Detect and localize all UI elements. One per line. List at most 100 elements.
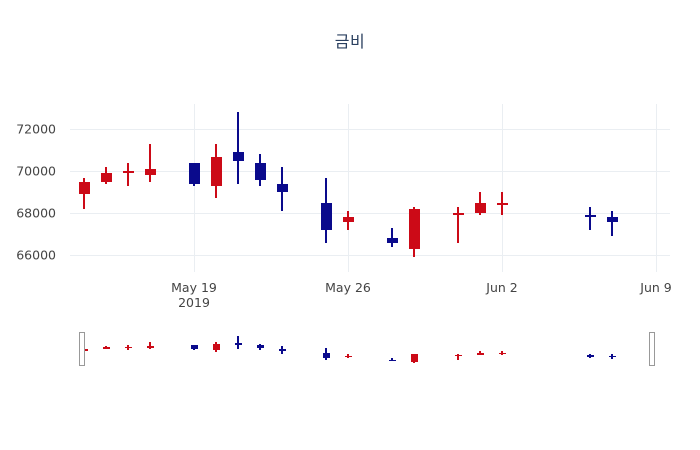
- candlestick-body: [144, 169, 156, 176]
- range-slider-candlestick: [454, 326, 462, 374]
- range-slider-body: [124, 346, 132, 349]
- range-slider-body: [454, 354, 462, 357]
- candlestick-body: [584, 215, 596, 218]
- range-slider-body: [256, 345, 264, 349]
- x-axis-tick-label: May 19 2019: [171, 280, 217, 310]
- candlestick-body: [78, 181, 90, 195]
- y-axis-tick-label: 72000: [16, 121, 56, 137]
- range-slider-candlestick: [498, 326, 506, 374]
- candlestick[interactable]: [320, 104, 332, 272]
- range-slider-candlestick: [608, 326, 616, 374]
- y-gridline: [70, 213, 670, 215]
- candlestick-body: [452, 213, 464, 216]
- candlestick-body: [276, 183, 288, 193]
- candlestick-wick: [237, 112, 239, 184]
- range-slider-wick: [149, 341, 151, 349]
- x-axis-tick-label: Jun 9: [640, 280, 671, 295]
- x-gridline: [348, 104, 349, 272]
- candlestick-wick: [589, 206, 591, 230]
- y-gridline: [70, 255, 670, 257]
- range-slider-candlestick: [476, 326, 484, 374]
- range-slider-body: [388, 359, 396, 361]
- candlestick-body: [408, 209, 420, 249]
- candlestick-plot-area[interactable]: [70, 104, 670, 272]
- candlestick[interactable]: [474, 104, 486, 272]
- range-slider-candlestick: [124, 326, 132, 374]
- candlestick[interactable]: [276, 104, 288, 272]
- range-slider-wick: [391, 357, 393, 362]
- range-slider-body: [608, 355, 616, 357]
- candlestick[interactable]: [232, 104, 244, 272]
- range-slider-body: [234, 343, 242, 345]
- candlestick[interactable]: [122, 104, 134, 272]
- range-slider-candlestick: [278, 326, 286, 374]
- x-axis-tick-sub: 2019: [178, 295, 210, 310]
- candlestick[interactable]: [254, 104, 266, 272]
- candlestick-body: [232, 152, 244, 161]
- range-slider-candlestick: [212, 326, 220, 374]
- y-gridline: [70, 129, 670, 131]
- range-slider-candlestick: [190, 326, 198, 374]
- candlestick[interactable]: [496, 104, 508, 272]
- candlestick-body: [320, 202, 332, 230]
- candlestick-wick: [457, 206, 459, 243]
- candlestick-body: [100, 173, 112, 182]
- range-slider-candlestick: [586, 326, 594, 374]
- candlestick[interactable]: [78, 104, 90, 272]
- candlestick-body: [254, 162, 266, 180]
- range-slider-wick: [457, 353, 459, 361]
- candlestick[interactable]: [100, 104, 112, 272]
- candlestick[interactable]: [342, 104, 354, 272]
- candlestick[interactable]: [144, 104, 156, 272]
- x-axis-tick-main: Jun 2: [486, 280, 518, 295]
- range-slider-body: [278, 349, 286, 351]
- candlestick-body: [210, 156, 222, 186]
- range-slider-body: [476, 352, 484, 355]
- range-slider-body: [322, 352, 330, 358]
- candlestick-body: [188, 162, 200, 184]
- x-axis-tick-main: May 19: [171, 280, 217, 295]
- range-slider-candlestick: [344, 326, 352, 374]
- chart-title: 금비: [334, 32, 366, 51]
- candlestick[interactable]: [606, 104, 618, 272]
- range-slider-candlestick: [146, 326, 154, 374]
- x-gridline: [502, 104, 503, 272]
- candlestick-body: [606, 217, 618, 222]
- range-slider-candlestick: [388, 326, 396, 374]
- candlestick-wick: [149, 143, 151, 182]
- y-axis-tick-label: 70000: [16, 163, 56, 179]
- y-axis-tick-label: 68000: [16, 205, 56, 221]
- range-start-handle[interactable]: [79, 332, 85, 366]
- candlestick[interactable]: [386, 104, 398, 272]
- x-axis-tick-main: May 26: [325, 280, 371, 295]
- range-slider-candlestick: [234, 326, 242, 374]
- candlestick[interactable]: [188, 104, 200, 272]
- range-slider-background: [70, 326, 670, 374]
- candlestick[interactable]: [210, 104, 222, 272]
- candlestick[interactable]: [408, 104, 420, 272]
- x-gridline: [656, 104, 657, 272]
- x-axis-tick-label: Jun 2: [486, 280, 517, 295]
- candlestick-wick: [611, 211, 613, 237]
- range-slider-body: [498, 352, 506, 355]
- range-slider-body: [344, 355, 352, 357]
- range-slider-body: [586, 355, 594, 357]
- x-axis-labels: May 19 2019 May 26 Jun 2 Jun 9: [70, 276, 672, 310]
- y-axis-labels: 66000 68000 70000 72000: [0, 104, 62, 272]
- range-slider-candlestick: [410, 326, 418, 374]
- range-slider-body: [146, 346, 154, 348]
- candlestick-body: [342, 217, 354, 222]
- range-slider[interactable]: [70, 326, 670, 374]
- y-axis-tick-label: 66000: [16, 247, 56, 263]
- candlestick[interactable]: [584, 104, 596, 272]
- x-axis-tick-main: Jun 9: [640, 280, 672, 295]
- range-slider-body: [410, 354, 418, 362]
- x-axis-tick-label: May 26: [325, 280, 371, 295]
- range-slider-candlestick: [322, 326, 330, 374]
- range-end-handle[interactable]: [649, 332, 655, 366]
- range-slider-candlestick: [256, 326, 264, 374]
- candlestick-wick: [391, 227, 393, 247]
- candlestick-body: [496, 202, 508, 205]
- candlestick[interactable]: [452, 104, 464, 272]
